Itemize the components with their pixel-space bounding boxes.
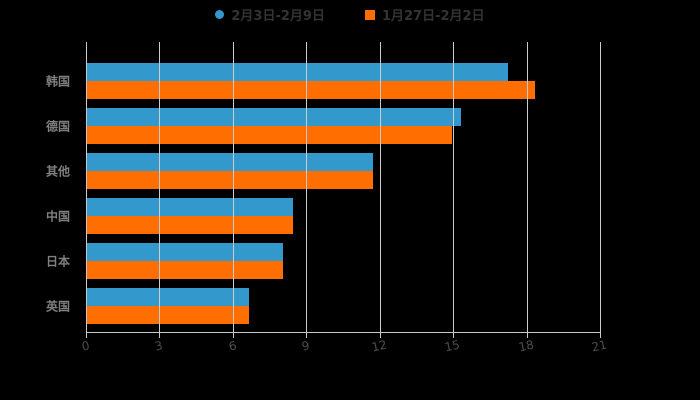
x-tick-label-9: 9	[300, 338, 312, 354]
x-tick-label-21: 21	[590, 337, 609, 355]
y-axis-labels: 韩国德国其他中国日本英国	[0, 42, 78, 332]
x-tick-15	[453, 333, 455, 338]
bar-其他-series2[interactable]	[87, 171, 374, 189]
legend-item-series2[interactable]: 1月27日-2月2日	[364, 5, 485, 24]
plot-area	[86, 42, 601, 333]
category-label-英国: 英国	[45, 299, 70, 314]
x-tick-label-15: 15	[443, 337, 462, 355]
bar-日本-series2[interactable]	[87, 261, 283, 279]
gridline-x6	[232, 42, 234, 332]
x-tick-9	[306, 333, 308, 338]
bar-韩国-series1[interactable]	[87, 63, 508, 81]
x-tick-label-6: 6	[227, 338, 238, 354]
x-tick-label-0: 0	[80, 338, 91, 354]
x-tick-18	[526, 333, 528, 338]
bar-中国-series1[interactable]	[87, 198, 293, 216]
gridline-x12	[379, 42, 381, 332]
x-tick-0	[86, 333, 87, 338]
circle-icon	[215, 10, 225, 19]
legend-item-series1[interactable]: 2月3日-2月9日	[215, 5, 325, 24]
square-icon	[364, 9, 375, 20]
x-tick-21	[600, 333, 601, 338]
bar-中国-series2[interactable]	[87, 216, 293, 234]
bar-英国-series1[interactable]	[87, 288, 249, 306]
category-label-德国: 德国	[45, 119, 70, 134]
category-label-其他: 其他	[45, 164, 70, 179]
bar-其他-series1[interactable]	[87, 153, 374, 171]
gridline-x18	[526, 42, 528, 332]
legend-label-series1: 2月3日-2月9日	[231, 9, 325, 24]
legend-label-series2: 1月27日-2月2日	[381, 9, 485, 24]
x-tick-label-12: 12	[370, 337, 388, 355]
gridline-x3	[159, 42, 161, 332]
bar-德国-series2[interactable]	[87, 126, 452, 144]
bar-英国-series2[interactable]	[87, 306, 249, 324]
gridline-x21	[600, 42, 601, 332]
category-label-中国: 中国	[45, 209, 70, 224]
x-tick-12	[379, 333, 381, 338]
legend: 2月3日-2月9日 1月27日-2月2日	[0, 5, 700, 24]
x-tick-label-3: 3	[153, 338, 165, 354]
category-label-日本: 日本	[45, 254, 70, 269]
category-label-韩国: 韩国	[45, 74, 70, 89]
bar-德国-series1[interactable]	[87, 108, 462, 126]
gridline-x15	[453, 42, 455, 332]
x-tick-label-18: 18	[516, 337, 535, 355]
bar-韩国-series2[interactable]	[87, 81, 535, 99]
gridline-x9	[306, 42, 308, 332]
bar-日本-series1[interactable]	[87, 243, 283, 261]
x-tick-6	[232, 333, 234, 338]
x-tick-3	[159, 333, 161, 338]
